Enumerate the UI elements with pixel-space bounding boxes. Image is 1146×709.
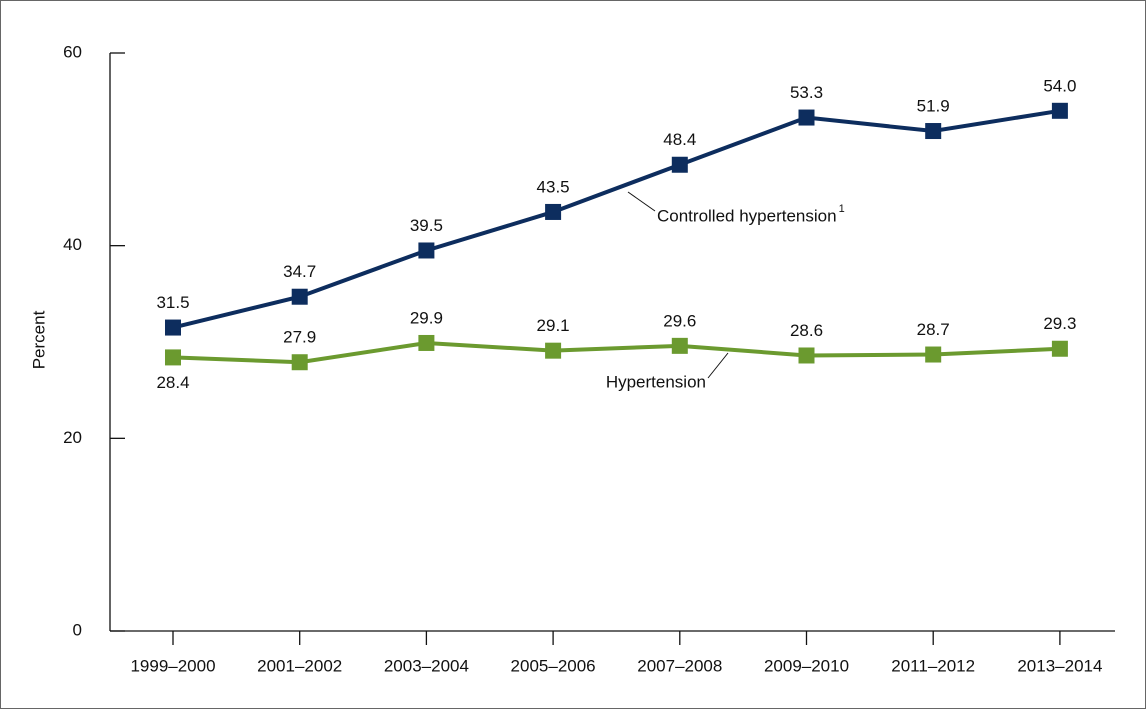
marker xyxy=(165,349,181,366)
value-label: 28.7 xyxy=(917,320,950,339)
series-annotation: Controlled hypertension xyxy=(657,206,837,225)
value-label: 48.4 xyxy=(663,130,696,149)
marker xyxy=(671,156,688,173)
value-label: 34.7 xyxy=(283,262,316,281)
value-label: 54.0 xyxy=(1043,76,1076,95)
marker xyxy=(925,123,942,140)
marker xyxy=(291,288,308,305)
marker xyxy=(418,242,435,259)
marker xyxy=(545,342,562,359)
footnote-marker: 1 xyxy=(839,203,845,215)
y-tick-label: 0 xyxy=(73,620,82,639)
marker xyxy=(1051,102,1068,119)
x-tick-label: 2011–2012 xyxy=(891,656,975,675)
x-tick-label: 2005–2006 xyxy=(511,656,596,675)
x-tick-label: 2009–2010 xyxy=(764,656,849,675)
y-tick-label: 60 xyxy=(63,42,82,61)
value-label: 29.6 xyxy=(663,311,696,330)
y-tick-label: 40 xyxy=(63,235,82,254)
value-label: 43.5 xyxy=(537,177,570,196)
series-line xyxy=(172,108,1061,330)
value-label: 31.5 xyxy=(156,293,189,312)
y-axis-label: Percent xyxy=(29,310,48,369)
series-line xyxy=(172,340,1060,365)
y-tick-label: 20 xyxy=(63,428,82,447)
x-tick-label: 1999–2000 xyxy=(130,656,215,675)
x-tick-label: 2007–2008 xyxy=(637,656,722,675)
marker xyxy=(798,347,815,364)
value-label: 27.9 xyxy=(283,328,316,347)
value-label: 29.3 xyxy=(1043,314,1076,333)
marker xyxy=(925,346,942,363)
value-label: 51.9 xyxy=(917,97,950,116)
value-label: 29.1 xyxy=(537,316,570,335)
value-label: 28.6 xyxy=(790,321,823,340)
x-tick-label: 2003–2004 xyxy=(384,656,469,675)
marker xyxy=(798,109,815,126)
series-annotation: Hypertension xyxy=(606,372,706,391)
marker xyxy=(291,354,308,371)
marker xyxy=(1051,340,1068,357)
x-tick-label: 2001–2002 xyxy=(257,656,342,675)
value-label: 29.9 xyxy=(410,308,443,327)
marker xyxy=(165,319,181,336)
value-label: 28.4 xyxy=(156,373,189,392)
value-label: 39.5 xyxy=(410,216,443,235)
leader-line xyxy=(627,191,656,212)
marker xyxy=(671,337,688,354)
x-tick-label: 2013–2014 xyxy=(1017,656,1102,675)
leader-line xyxy=(707,352,729,379)
value-label: 53.3 xyxy=(790,83,823,102)
marker xyxy=(418,334,435,351)
marker xyxy=(545,203,562,220)
